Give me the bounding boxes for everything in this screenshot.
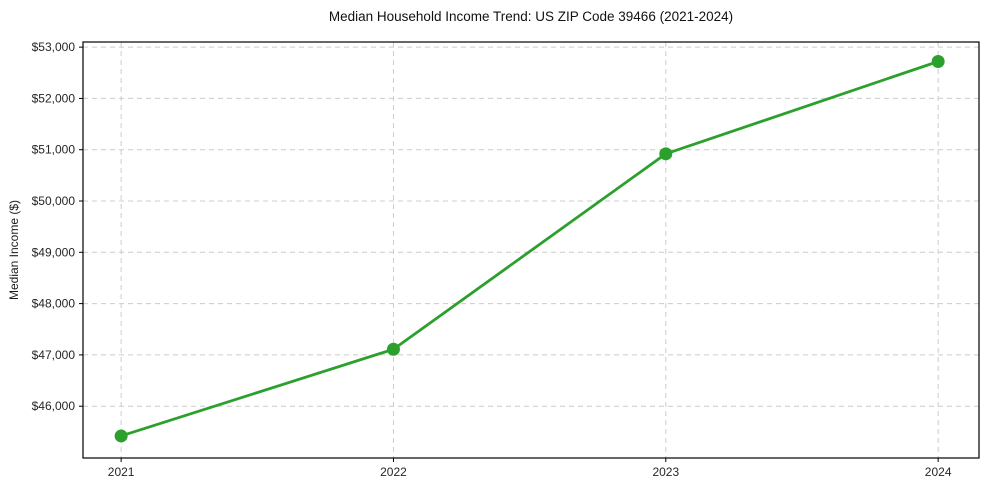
y-tick-label: $48,000 bbox=[32, 297, 76, 311]
y-tick-label: $53,000 bbox=[32, 40, 76, 54]
x-tick-label: 2024 bbox=[925, 465, 952, 479]
y-axis-label: Median Income ($) bbox=[7, 199, 21, 301]
x-tick-label: 2022 bbox=[380, 465, 407, 479]
x-tick-label: 2021 bbox=[108, 465, 135, 479]
data-point bbox=[931, 54, 945, 68]
data-point bbox=[659, 147, 673, 161]
x-tick-label: 2023 bbox=[652, 465, 679, 479]
axis-frame bbox=[82, 41, 980, 459]
trend-line bbox=[119, 60, 940, 438]
data-point bbox=[114, 429, 128, 443]
y-tick-label: $47,000 bbox=[32, 348, 76, 362]
y-tick-label: $46,000 bbox=[32, 399, 76, 413]
chart-title: Median Household Income Trend: US ZIP Co… bbox=[328, 9, 734, 24]
y-tick-label: $50,000 bbox=[32, 194, 76, 208]
data-point bbox=[386, 342, 400, 356]
y-tick-label: $49,000 bbox=[32, 245, 76, 259]
y-tick-label: $51,000 bbox=[32, 143, 76, 157]
y-tick-label: $52,000 bbox=[32, 91, 76, 105]
